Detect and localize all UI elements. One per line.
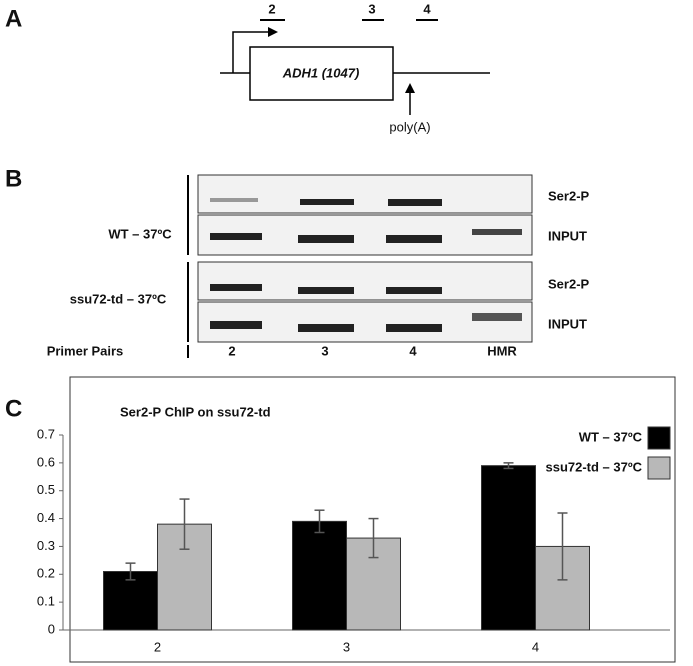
primer-label: 3 [368,1,375,16]
gene-box [249,46,394,101]
condition-label: ssu72-td – 37ºC [70,291,167,306]
gel [197,174,533,343]
legend-swatch [647,456,671,480]
bar [292,520,347,631]
condition-label: WT – 37ºC [108,226,172,241]
bar [481,465,536,631]
band [298,324,354,332]
y-tick-label: 0.2 [37,566,55,581]
band [210,233,262,240]
panel-label: A [5,5,22,32]
row-label: Ser2-P [548,188,590,203]
band [386,287,442,294]
band [388,199,442,206]
lane-label: HMR [487,343,517,358]
y-tick-label: 0.7 [37,426,55,441]
gel-row [197,174,533,214]
gel-row [197,301,533,343]
band [386,235,442,243]
y-tick-label: 0.4 [37,510,55,525]
primer-label: 2 [268,1,275,16]
band [298,287,354,294]
row-label: Ser2-P [548,276,590,291]
chart-title: Ser2-P ChIP on ssu72-td [120,404,271,419]
y-tick-label: 0.1 [37,594,55,609]
promoter-arrow [232,31,270,73]
band [300,199,354,205]
primer-label: 4 [423,1,431,16]
panel-label: C [5,395,22,422]
gel-row [197,261,533,301]
polya-label: poly(A) [389,119,430,134]
band [210,198,258,202]
lane-label: 3 [321,343,328,358]
band [298,235,354,243]
legend-label: WT – 37ºC [579,429,643,444]
x-tick-label: 4 [532,639,539,654]
lane-label: 4 [409,343,417,358]
row-label: INPUT [548,228,587,243]
legend-swatch [647,426,671,450]
y-tick-label: 0.5 [37,482,55,497]
chart-frame [69,376,676,663]
chart: 0 0.1 0.2 0.3 0.4 0.5 0.6 0.7 2 3 4 WT – 37ºC ssu72-… [37,426,671,654]
lane-label: 2 [228,343,235,358]
bar [103,571,158,631]
gene-name: ADH1 (1047) [282,65,360,80]
arrow-head [268,27,278,37]
band [472,313,522,321]
axis-label: Primer Pairs [47,343,124,358]
band [472,229,522,235]
y-tick-label: 0.3 [37,538,55,553]
legend-label: ssu72-td – 37ºC [545,459,642,474]
band [386,324,442,332]
panel-label: B [5,165,22,192]
x-tick-label: 2 [154,639,161,654]
row-label: INPUT [548,316,587,331]
arrow-head [405,83,415,93]
y-tick-label: 0.6 [37,454,55,469]
band [210,284,262,291]
y-tick-label: 0 [48,621,55,636]
x-tick-label: 3 [343,639,350,654]
band [210,321,262,329]
